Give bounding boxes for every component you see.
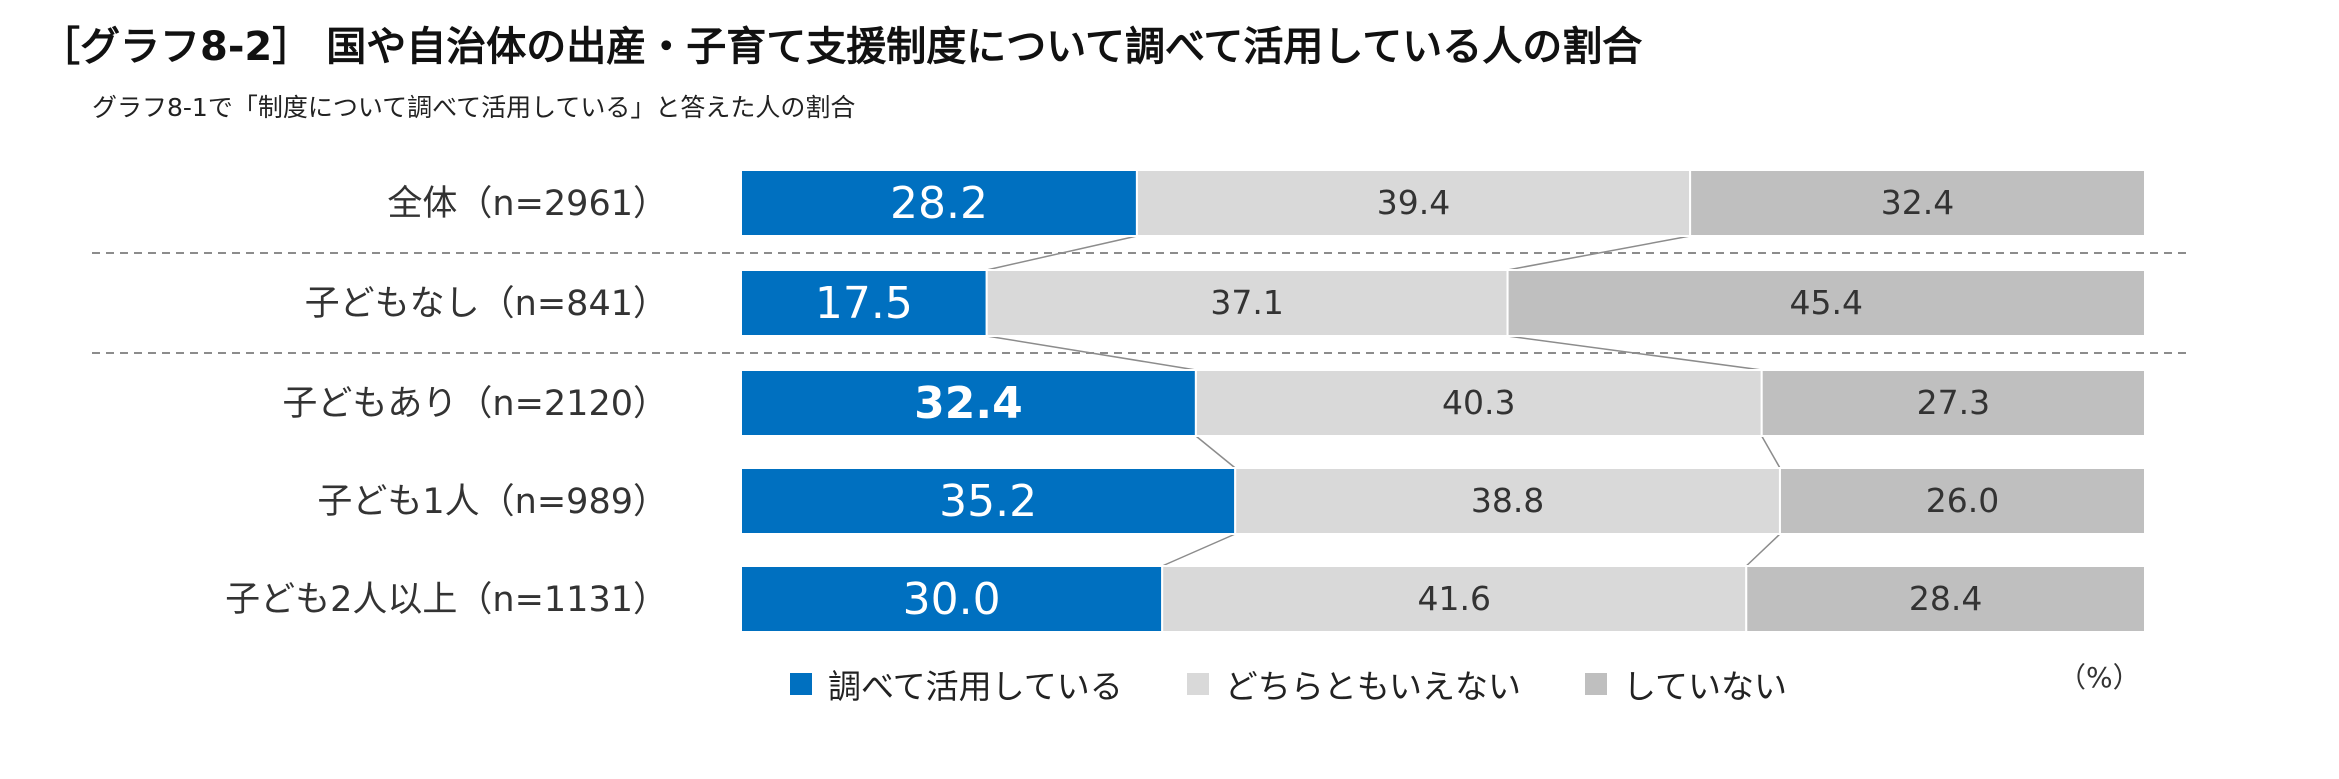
bar-neither	[1194, 369, 1763, 437]
data-label-not: 27.3	[1917, 383, 1990, 422]
bar-neither	[1161, 565, 1748, 633]
data-label-not: 26.0	[1926, 481, 1999, 520]
connector-line	[1161, 533, 1236, 567]
legend-swatch-used	[790, 673, 812, 695]
bar-not	[1778, 467, 2146, 535]
category-label: 子どもあり（n=2120）	[282, 384, 668, 424]
data-label-used: 32.4	[914, 378, 1023, 429]
category-label: 全体（n=2961）	[387, 184, 668, 224]
chart-title: ［グラフ8-2］ 国や自治体の出産・子育て支援制度について調べて活用している人の…	[40, 24, 1643, 70]
data-label-used: 28.2	[890, 178, 988, 229]
legend-label-not: していない	[1623, 667, 1788, 706]
data-label-neither: 40.3	[1442, 383, 1515, 422]
data-label-neither: 38.8	[1471, 481, 1544, 520]
data-label-neither: 41.6	[1417, 579, 1490, 618]
legend-swatch-neither	[1186, 673, 1209, 695]
bar-used	[740, 269, 988, 337]
legend-label-neither: どちらともいえない	[1224, 667, 1522, 706]
bar-neither	[1135, 169, 1692, 237]
bar-not	[1506, 269, 2146, 337]
data-label-not: 45.4	[1790, 283, 1863, 322]
bar-not	[1689, 169, 2146, 237]
bar-used	[740, 169, 1138, 237]
bar-used	[740, 369, 1197, 437]
chart-subtitle: グラフ8-1で「制度について調べて活用している」と答えた人の割合	[92, 93, 856, 122]
data-label-not: 28.4	[1909, 579, 1982, 618]
bar-used	[740, 565, 1164, 633]
connector-line	[1507, 235, 1691, 271]
legend-label-used: 調べて活用している	[828, 667, 1123, 706]
bar-neither	[985, 269, 1509, 337]
data-label-neither: 39.4	[1377, 183, 1450, 222]
connector-line	[1761, 435, 1781, 469]
category-label: 子どもなし（n=841）	[305, 284, 668, 324]
category-label: 子ども2人以上（n=1131）	[225, 580, 668, 620]
data-label-used: 30.0	[903, 574, 1001, 625]
data-label-used: 35.2	[939, 476, 1037, 527]
data-label-neither: 37.1	[1210, 283, 1283, 322]
data-label-used: 17.5	[815, 278, 913, 329]
category-label: 子ども1人（n=989）	[317, 482, 668, 522]
legend-item-used: 調べて活用している	[790, 660, 1123, 708]
bar-not	[1760, 369, 2146, 437]
data-label-not: 32.4	[1881, 183, 1954, 222]
legend-item-neither: どちらともいえない	[1186, 660, 1522, 708]
unit-label: （%）	[2058, 661, 2141, 694]
legend-item-not: していない	[1585, 660, 1787, 708]
bar-not	[1745, 565, 2147, 633]
connector-line	[1745, 533, 1781, 567]
legend-swatch-not	[1585, 673, 1608, 695]
connector-line	[1195, 435, 1236, 469]
legend: 調べて活用している どちらともいえない していない	[790, 660, 1851, 708]
